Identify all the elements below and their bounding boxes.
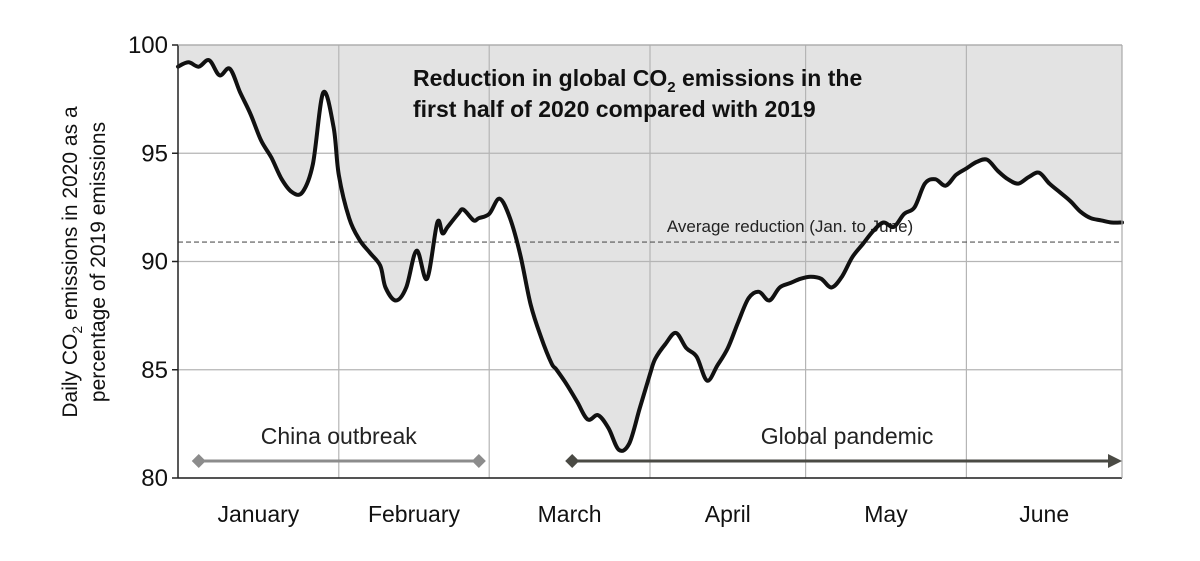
y-tick-label-100: 100 <box>128 32 168 59</box>
period-1-end-marker <box>471 454 486 468</box>
y-tick-label-80: 80 <box>141 465 168 492</box>
average-reduction-label: Average reduction (Jan. to June) <box>667 217 913 236</box>
y-tick-label-90: 90 <box>141 249 168 276</box>
text-layer: Reduction in global CO2 emissions in the… <box>59 65 862 418</box>
y-axis-label-subscript: 2 <box>69 326 85 334</box>
chart-title-line2: first half of 2020 compared with 2019 <box>413 96 816 122</box>
period-2-start-marker <box>565 454 580 468</box>
x-month-label-january: January <box>217 501 299 527</box>
period-1-start-marker <box>191 454 206 468</box>
axes-layer: 80 85 90 95 100 January February March April May J… <box>128 32 1123 527</box>
period-2-end-arrow <box>1108 454 1122 468</box>
y-tick-label-85: 85 <box>141 357 168 384</box>
chart-title-line1-tail: emissions in the <box>676 65 863 91</box>
y-axis-label-line1-main: Daily CO <box>59 334 82 418</box>
x-month-label-february: February <box>368 501 461 527</box>
y-axis-label-line2: percentage of 2019 emissions <box>87 122 110 402</box>
period-1-label: China outbreak <box>261 423 417 449</box>
period-layer: China outbreak Global pandemic <box>191 423 1122 468</box>
x-month-label-march: March <box>538 501 602 527</box>
y-tick-label-95: 95 <box>141 140 168 167</box>
chart-title-line1: Reduction in global CO2 emissions in the <box>413 65 862 96</box>
chart-title-line1-main: Reduction in global CO <box>413 65 667 91</box>
period-2-label: Global pandemic <box>761 423 934 449</box>
y-axis-label-line1: Daily CO2 emissions in 2020 as a <box>59 106 85 418</box>
x-month-label-april: April <box>705 501 751 527</box>
y-axis-label-line1-tail: emissions in 2020 as a <box>59 106 82 326</box>
chart-title-subscript: 2 <box>667 79 675 96</box>
average-layer: Average reduction (Jan. to June) <box>178 217 1122 243</box>
x-month-label-june: June <box>1019 501 1069 527</box>
emissions-line-layer <box>176 58 1124 453</box>
x-month-label-may: May <box>864 501 908 527</box>
emissions-line <box>176 58 1124 453</box>
